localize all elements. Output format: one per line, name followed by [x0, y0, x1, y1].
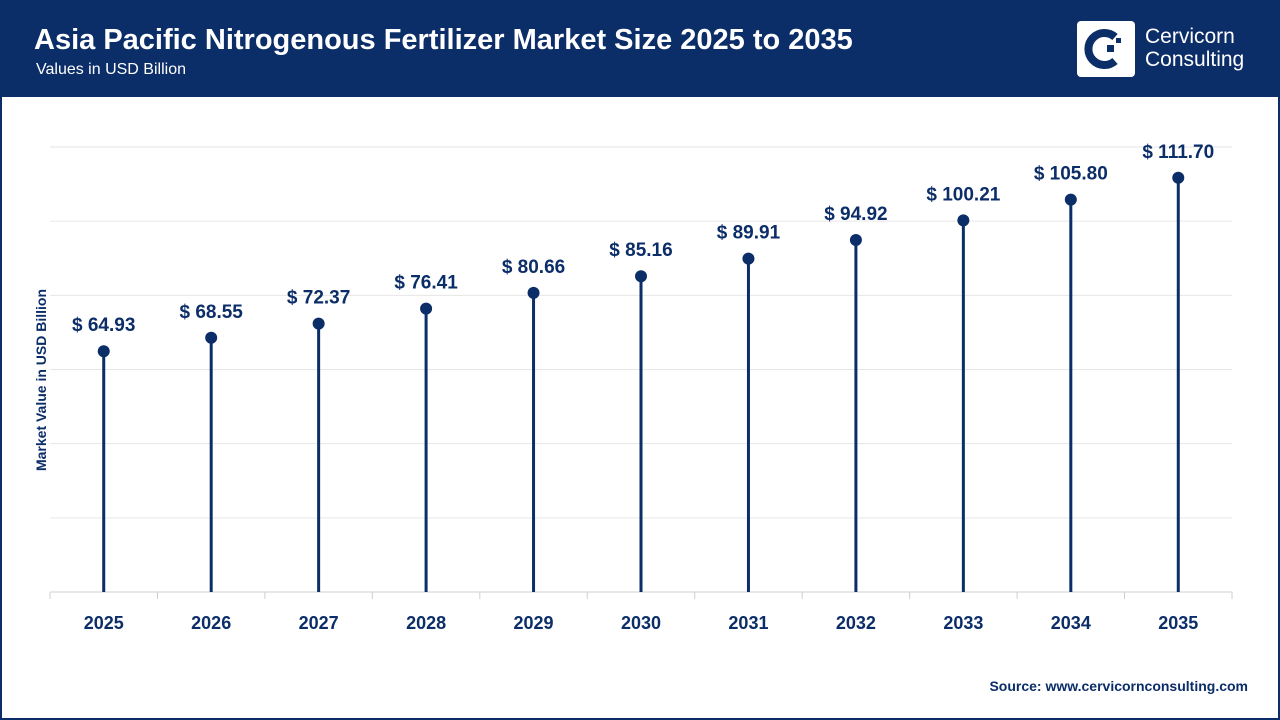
lollipop-dot — [420, 302, 433, 315]
lollipop-dot — [742, 252, 755, 265]
lollipop-dot — [849, 234, 862, 247]
x-tick-label: 2026 — [191, 613, 231, 633]
data-label: $ 105.80 — [1034, 164, 1108, 185]
data-label: $ 100.21 — [926, 184, 1000, 205]
x-tick-label: 2034 — [1051, 613, 1091, 633]
cervicorn-logo-icon — [1077, 21, 1135, 77]
chart-subtitle: Values in USD Billion — [36, 61, 186, 78]
data-label: $ 89.91 — [717, 223, 781, 244]
lollipop-dot — [97, 345, 110, 358]
data-label: $ 76.41 — [394, 273, 458, 294]
x-tick-label: 2029 — [514, 613, 554, 633]
data-label: $ 72.37 — [287, 288, 350, 309]
header-banner: Asia Pacific Nitrogenous Fertilizer Mark… — [0, 0, 1280, 97]
x-tick-label: 2031 — [728, 613, 768, 633]
x-tick-label: 2033 — [943, 613, 983, 633]
logo-text-line2: Consulting — [1145, 48, 1245, 71]
logo-text: Cervicorn Consulting — [1145, 25, 1244, 71]
chart-title: Asia Pacific Nitrogenous Fertilizer Mark… — [34, 24, 853, 56]
lollipop-dot — [527, 286, 540, 299]
lollipop-dot — [1172, 171, 1185, 184]
lollipop-dot — [205, 331, 218, 344]
data-label: $ 64.93 — [72, 315, 135, 336]
x-tick-label: 2028 — [406, 613, 446, 633]
x-tick-label: 2027 — [299, 613, 339, 633]
data-label: $ 68.55 — [179, 302, 243, 323]
data-label: $ 94.92 — [824, 204, 887, 225]
logo-text-line1: Cervicorn — [1145, 25, 1235, 48]
x-tick-label: 2035 — [1158, 613, 1198, 633]
data-label: $ 111.70 — [1142, 142, 1214, 163]
x-tick-label: 2025 — [84, 613, 124, 633]
lollipop-dot — [635, 270, 647, 283]
lollipop-dot — [957, 214, 970, 227]
lollipop-dot — [312, 317, 325, 330]
x-tick-label: 2032 — [836, 613, 876, 633]
lollipop-dot — [1064, 193, 1077, 206]
data-label: $ 80.66 — [502, 257, 565, 278]
x-tick-label: 2030 — [621, 613, 661, 633]
data-label: $ 85.16 — [609, 240, 672, 261]
source-text: Source: www.cervicornconsulting.com — [989, 678, 1248, 694]
